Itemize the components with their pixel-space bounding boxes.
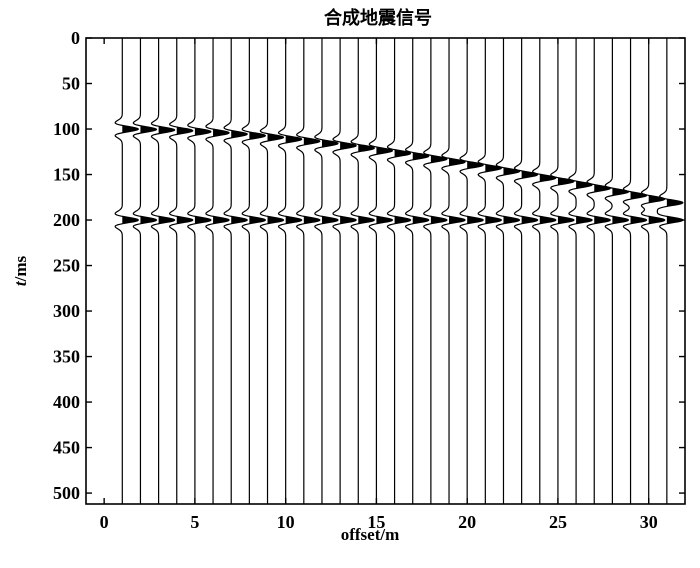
trace-wiggle	[350, 38, 375, 504]
trace-wiggle	[368, 38, 394, 504]
trace-wiggle	[459, 38, 484, 504]
trace-wiggle	[423, 38, 448, 504]
trace-wiggle	[150, 38, 176, 504]
y-tick-label: 150	[53, 165, 80, 185]
trace-wiggle	[640, 38, 666, 504]
chart-title: 合成地震信号	[324, 7, 432, 29]
y-tick-label: 350	[53, 347, 80, 367]
trace-fill	[449, 158, 466, 225]
x-tick-label: 0	[100, 512, 109, 532]
trace-wiggle	[532, 38, 557, 504]
y-tick-label: 450	[53, 438, 80, 458]
x-tick-label: 20	[458, 512, 476, 532]
x-tick-label: 5	[190, 512, 199, 532]
trace-fill	[503, 167, 520, 225]
x-tick-label: 10	[277, 512, 295, 532]
trace-group	[114, 38, 684, 504]
trace-wiggle	[168, 38, 194, 504]
trace-wiggle	[550, 38, 575, 504]
y-tick-label: 200	[53, 210, 80, 230]
trace-wiggle	[187, 38, 212, 504]
trace-wiggle	[495, 38, 521, 504]
trace-wiggle	[259, 38, 285, 504]
y-axis-label: t/ms	[11, 255, 30, 286]
trace-fill	[467, 161, 484, 225]
trace-fill	[176, 127, 193, 225]
x-axis-label: offset/m	[341, 525, 400, 544]
trace-fill	[140, 126, 157, 225]
trace-wiggle	[223, 38, 248, 504]
x-tick-label: 25	[549, 512, 567, 532]
y-tick-label: 50	[62, 74, 80, 94]
x-tick-label: 15	[367, 512, 385, 532]
trace-wiggle	[622, 38, 648, 504]
trace-fill	[122, 125, 139, 225]
y-tick-label: 500	[53, 483, 80, 503]
y-tick-label: 250	[53, 256, 80, 276]
trace-fill	[158, 126, 175, 225]
trace-wiggle	[296, 38, 321, 504]
trace-wiggle	[604, 38, 630, 504]
trace-wiggle	[114, 38, 140, 504]
y-tick-label: 0	[71, 28, 80, 48]
trace-wiggle	[205, 38, 230, 504]
trace-wiggle	[314, 38, 339, 504]
trace-wiggle	[241, 38, 267, 504]
trace-wiggle	[277, 38, 303, 504]
trace-wiggle	[404, 38, 430, 504]
trace-wiggle	[656, 38, 684, 504]
trace-wiggle	[568, 38, 593, 504]
trace-wiggle	[441, 38, 466, 504]
trace-fill	[521, 171, 538, 225]
trace-wiggle	[513, 38, 539, 504]
y-axis-label-unit: /ms	[11, 255, 30, 282]
trace-wiggle	[586, 38, 611, 504]
trace-wiggle	[332, 38, 357, 504]
trace-wiggle	[386, 38, 412, 504]
trace-fill	[430, 155, 447, 225]
x-tick-label: 30	[640, 512, 658, 532]
plot-frame	[85, 37, 686, 505]
trace-wiggle	[477, 38, 503, 504]
trace-wiggle	[132, 38, 158, 504]
y-tick-label: 100	[53, 119, 80, 139]
y-tick-label: 300	[53, 301, 80, 321]
y-axis-label-italic: t	[11, 280, 30, 286]
y-axis-ticks: 0 50 100 150 200 250 300 350 400 450 500	[53, 28, 685, 503]
trace-fill	[358, 144, 375, 225]
trace-fill	[194, 128, 211, 225]
x-axis-ticks: 0 5 10 15 20 25 30	[100, 38, 658, 532]
y-tick-label: 400	[53, 392, 80, 412]
trace-fill	[485, 164, 502, 225]
